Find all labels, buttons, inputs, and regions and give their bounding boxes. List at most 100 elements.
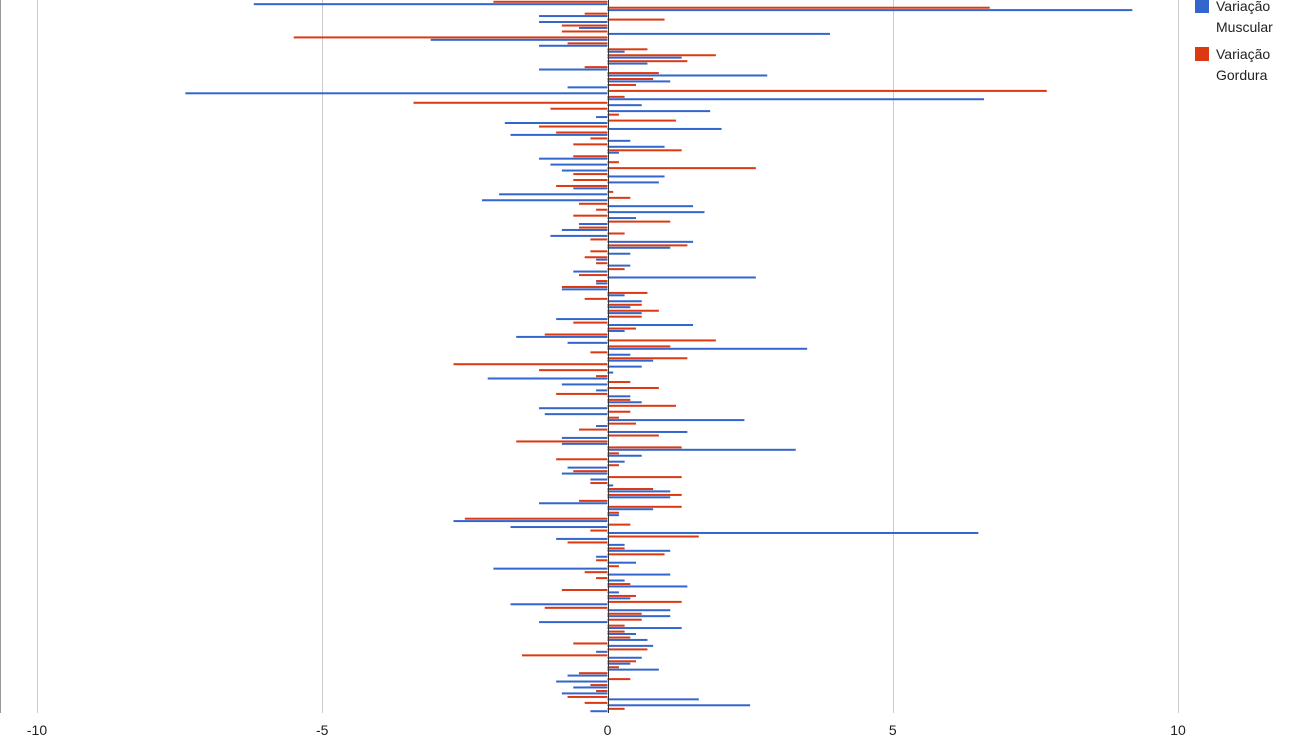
bar-fat-3 [567,695,608,698]
bar-fat-34 [607,511,619,514]
bar-fat-23 [596,577,608,580]
bar-muscle-118 [539,15,608,18]
bar-fat-106 [607,83,637,86]
bar-fat-16 [607,618,642,621]
blue-square-icon [1195,0,1209,13]
bar-fat-12 [573,642,608,645]
bar-muscle-45 [607,448,796,451]
bar-fat-108 [607,72,659,75]
bar-fat-60 [607,357,688,360]
bar-fat-63 [607,339,716,342]
bar-muscle-20 [607,597,631,600]
bar-muscle-91 [607,175,665,178]
bar-fat-98 [556,131,608,134]
bar-muscle-51 [544,413,608,416]
bar-fat-22 [607,583,631,586]
bar-muscle-11 [596,650,608,653]
bar-fat-21 [561,588,608,591]
bar-fat-112 [607,48,648,51]
bar-fat-61 [590,351,608,354]
bar-muscle-14 [607,632,637,635]
bar-muscle-53 [607,401,642,404]
bar-muscle-52 [539,407,608,410]
bar-muscle-89 [573,187,608,190]
bar-muscle-9 [607,662,631,665]
bar-muscle-99 [607,127,722,130]
bar-muscle-28 [607,549,671,552]
bar-muscle-10 [607,656,642,659]
bar-fat-83 [607,220,671,223]
bar-fat-115 [561,30,608,33]
bar-fat-77 [584,256,608,259]
bar-muscle-114 [430,38,608,41]
bar-fat-86 [578,202,608,205]
bar-muscle-30 [556,537,608,540]
bar-fat-94 [573,155,608,158]
bar-muscle-36 [539,502,608,505]
bar-fat-89 [556,184,608,187]
bar-fat-88 [607,190,614,193]
bar-fat-75 [607,268,625,271]
bar-fat-101 [607,113,619,116]
bar-muscle-25 [493,567,608,570]
bar-muscle-69 [607,306,631,309]
bar-fat-96 [573,143,608,146]
bar-fat-95 [607,149,682,152]
bar-fat-74 [578,274,608,277]
bar-muscle-110 [607,62,648,65]
bar-muscle-120 [253,3,608,6]
bar-fat-24 [584,571,608,574]
bar-fat-1 [607,707,625,710]
bar-muscle-5 [573,686,608,689]
bar-fat-35 [607,505,682,508]
bar-muscle-48 [607,430,688,433]
bar-muscle-65 [607,329,625,332]
bar-muscle-3 [607,698,699,701]
bar-fat-118 [584,12,608,15]
bar-muscle-92 [561,169,608,172]
bar-muscle-4 [561,692,608,695]
bar-fat-84 [573,214,608,217]
bar-fat-6 [607,678,631,681]
bar-fat-10 [521,654,608,657]
bar-muscle-112 [607,50,625,53]
bar-muscle-1 [590,710,608,713]
bar-fat-91 [573,173,608,176]
legend-label-fat: Variação Gordura [1216,46,1271,83]
bar-muscle-32 [510,526,608,529]
bar-muscle-93 [550,163,608,166]
bar-muscle-8 [607,668,659,671]
x-tick-label: -10 [27,722,47,738]
bar-muscle-50 [607,419,745,422]
bar-muscle-16 [539,621,608,624]
bar-muscle-64 [516,335,608,338]
bar-muscle-38 [607,490,671,493]
bar-fat-119 [607,6,990,9]
bar-muscle-31 [607,531,979,534]
bar-muscle-55 [596,389,608,392]
bar-muscle-72 [561,288,608,291]
bar-fat-8 [607,666,619,669]
bar-fat-38 [607,487,654,490]
legend-item-fat[interactable]: Variação Gordura [1195,44,1307,86]
bar-muscle-56 [561,383,608,386]
bar-muscle-102 [607,110,711,113]
bar-muscle-106 [567,86,608,89]
bar-muscle-86 [607,205,694,208]
bar-muscle-17 [607,615,671,618]
bar-muscle-94 [539,157,608,160]
bar-fat-80 [590,238,608,241]
bar-fat-67 [607,315,642,318]
gridlines [37,0,1179,713]
bar-muscle-40 [590,478,608,481]
bar-muscle-13 [607,638,648,641]
bar-fat-46 [516,440,608,443]
bar-muscle-95 [607,151,619,154]
legend-item-muscle[interactable]: Variação Muscular [1195,0,1307,38]
bar-muscle-62 [607,347,808,350]
bar-fat-92 [607,167,756,170]
bar-muscle-108 [607,74,768,77]
bar-fat-50 [607,416,619,419]
